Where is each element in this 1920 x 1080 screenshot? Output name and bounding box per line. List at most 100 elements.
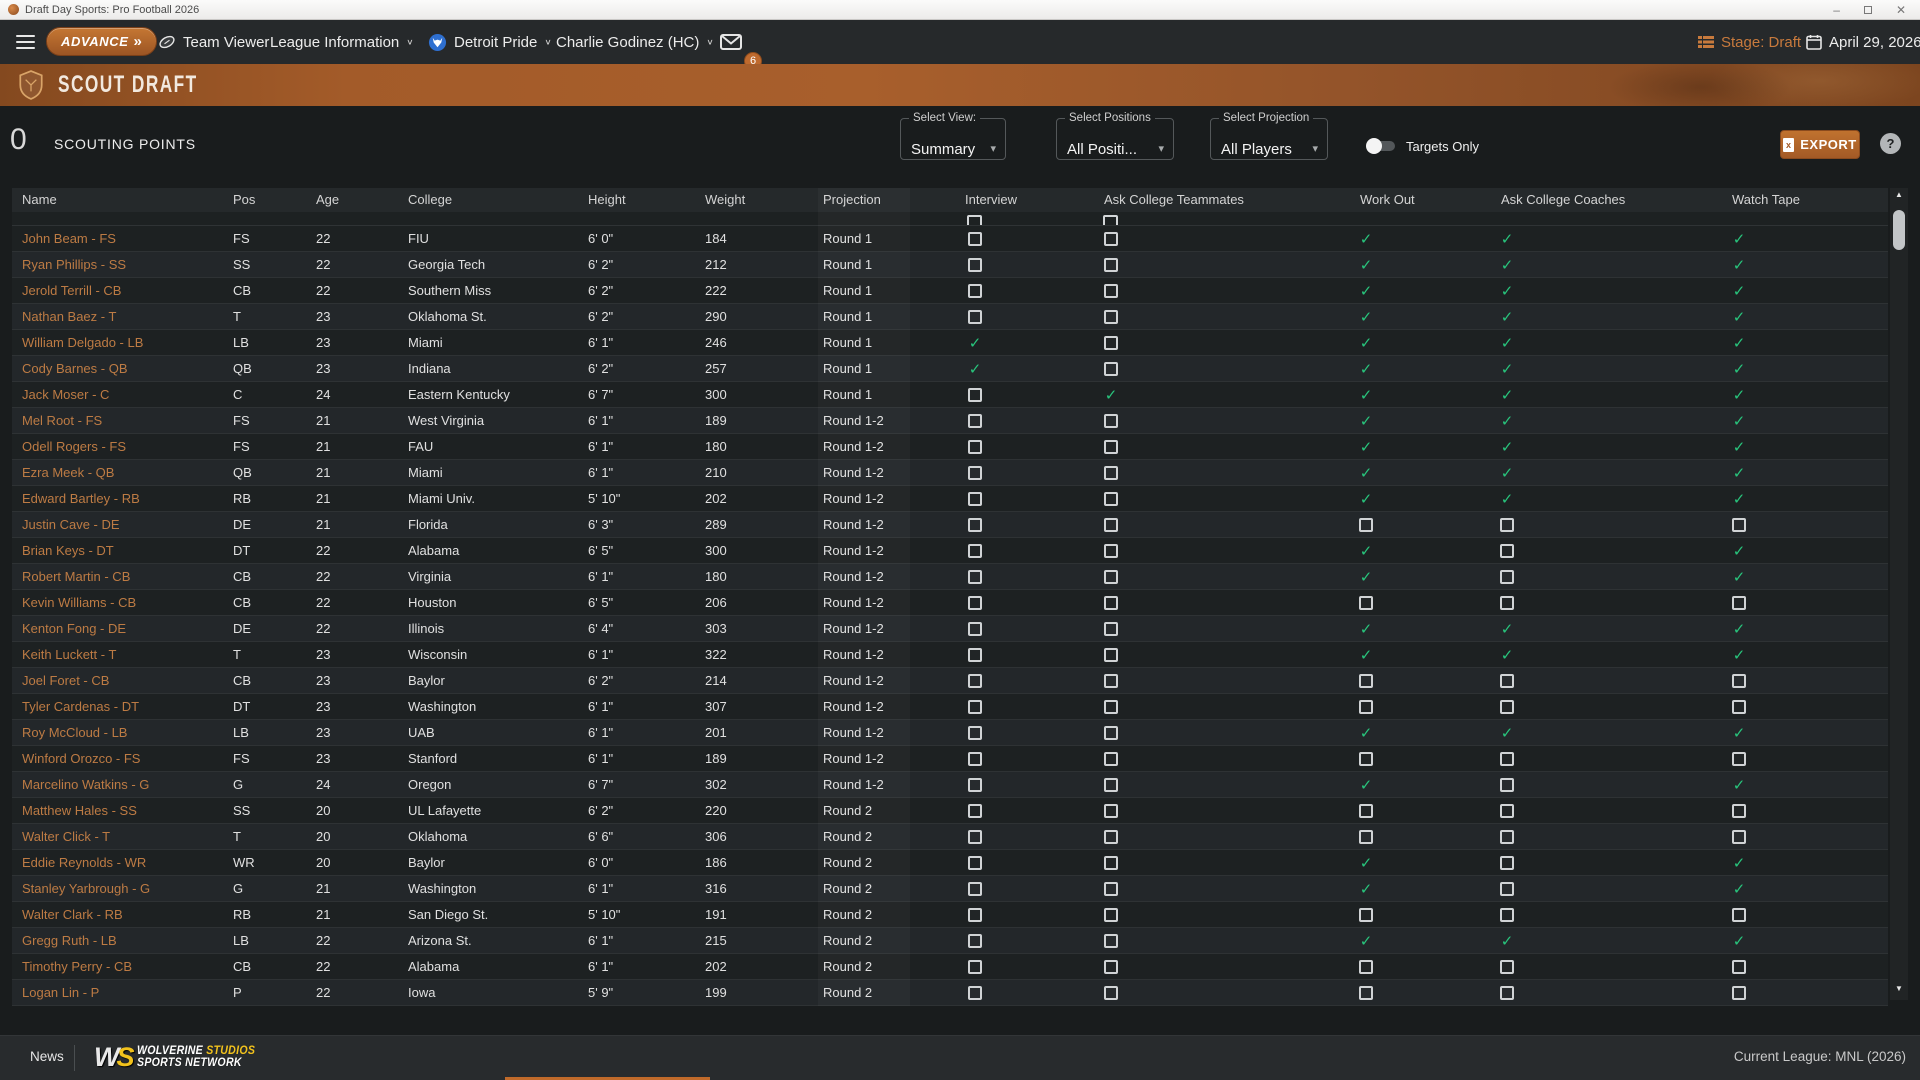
interview-checkbox[interactable] [962, 616, 988, 641]
work-out-checkbox[interactable]: ✓ [1359, 230, 1373, 248]
work-out-checkbox[interactable]: ✓ [1359, 490, 1373, 508]
interview-checkbox[interactable] [962, 408, 988, 433]
interview-checkbox[interactable] [962, 642, 988, 667]
watch-tape-checkbox[interactable]: ✓ [1732, 360, 1746, 378]
ask-college-teammates-checkbox[interactable] [1098, 694, 1124, 719]
work-out-checkbox[interactable]: ✓ [1359, 880, 1373, 898]
mail-button[interactable] [720, 20, 742, 64]
player-name-link[interactable]: Kenton Fong - DE [22, 621, 127, 636]
ask-college-coaches-checkbox[interactable]: ✓ [1500, 360, 1514, 378]
ask-college-coaches-checkbox[interactable]: ✓ [1500, 932, 1514, 950]
work-out-checkbox[interactable] [1353, 746, 1379, 771]
work-out-checkbox[interactable]: ✓ [1359, 854, 1373, 872]
watch-tape-checkbox[interactable]: ✓ [1732, 568, 1746, 586]
watch-tape-checkbox[interactable]: ✓ [1732, 620, 1746, 638]
interview-checkbox[interactable] [962, 746, 988, 771]
col-header-projection[interactable]: Projection [823, 192, 881, 207]
ask-college-coaches-checkbox[interactable]: ✓ [1500, 386, 1514, 404]
ask-college-teammates-checkbox[interactable] [1098, 252, 1124, 277]
watch-tape-checkbox[interactable]: ✓ [1732, 464, 1746, 482]
table-row[interactable]: Joel Foret - CB CB 23 Baylor 6' 2" 214 R… [12, 668, 1888, 694]
player-name-link[interactable]: Nathan Baez - T [22, 309, 117, 324]
work-out-checkbox[interactable]: ✓ [1359, 256, 1373, 274]
ask-college-coaches-checkbox[interactable] [1494, 824, 1520, 849]
player-name-link[interactable]: Kevin Williams - CB [22, 595, 137, 610]
col-header-interview[interactable]: Interview [965, 192, 1018, 207]
table-row[interactable]: Edward Bartley - RB RB 21 Miami Univ. 5'… [12, 486, 1888, 512]
interview-checkbox[interactable] [962, 382, 988, 407]
watch-tape-checkbox[interactable]: ✓ [1732, 854, 1746, 872]
player-name-link[interactable]: Winford Orozco - FS [22, 751, 141, 766]
player-name-link[interactable]: Tyler Cardenas - DT [22, 699, 140, 714]
interview-checkbox[interactable] [962, 902, 988, 927]
col-header-watch-tape[interactable]: Watch Tape [1732, 192, 1800, 207]
table-row[interactable]: Jerold Terrill - CB CB 22 Southern Miss … [12, 278, 1888, 304]
minimize-button[interactable]: – [1833, 2, 1840, 17]
player-name-link[interactable]: Stanley Yarbrough - G [22, 881, 151, 896]
scrollbar-thumb[interactable] [1893, 210, 1905, 250]
col-header-height[interactable]: Height [588, 192, 626, 207]
interview-checkbox[interactable] [962, 798, 988, 823]
table-row[interactable]: Stanley Yarbrough - G G 21 Washington 6'… [12, 876, 1888, 902]
nav-team-select[interactable]: Detroit Pride ∨ [428, 20, 552, 64]
work-out-checkbox[interactable] [1353, 954, 1379, 979]
watch-tape-checkbox[interactable] [1726, 902, 1752, 927]
player-name-link[interactable]: Cody Barnes - QB [22, 361, 128, 376]
watch-tape-checkbox[interactable] [1726, 824, 1752, 849]
player-name-link[interactable]: Brian Keys - DT [22, 543, 114, 558]
player-name-link[interactable]: Matthew Hales - SS [22, 803, 137, 818]
table-row[interactable]: Odell Rogers - FS FS 21 FAU 6' 1" 180 Ro… [12, 434, 1888, 460]
player-name-link[interactable]: Joel Foret - CB [22, 673, 110, 688]
work-out-checkbox[interactable]: ✓ [1359, 568, 1373, 586]
interview-checkbox[interactable] [962, 954, 988, 979]
work-out-checkbox[interactable]: ✓ [1359, 308, 1373, 326]
table-row[interactable]: John Beam - FS FS 22 FIU 6' 0" 184 Round… [12, 226, 1888, 252]
col-header-work-out[interactable]: Work Out [1360, 192, 1415, 207]
ask-college-coaches-checkbox[interactable]: ✓ [1500, 230, 1514, 248]
ask-college-teammates-checkbox[interactable] [1098, 668, 1124, 693]
interview-checkbox[interactable] [962, 668, 988, 693]
table-row[interactable]: Roy McCloud - LB LB 23 UAB 6' 1" 201 Rou… [12, 720, 1888, 746]
watch-tape-checkbox[interactable] [1726, 590, 1752, 615]
watch-tape-checkbox[interactable]: ✓ [1732, 334, 1746, 352]
table-row[interactable]: Kevin Williams - CB CB 22 Houston 6' 5" … [12, 590, 1888, 616]
player-name-link[interactable]: William Delgado - LB [22, 335, 144, 350]
table-row[interactable]: Mel Root - FS FS 21 West Virginia 6' 1" … [12, 408, 1888, 434]
ask-college-teammates-checkbox[interactable] [1098, 798, 1124, 823]
ask-college-teammates-checkbox[interactable] [1098, 226, 1124, 251]
player-name-link[interactable]: Mel Root - FS [22, 413, 103, 428]
work-out-checkbox[interactable] [1353, 798, 1379, 823]
player-name-link[interactable]: Edward Bartley - RB [22, 491, 140, 506]
interview-checkbox[interactable] [962, 720, 988, 745]
ask-college-teammates-checkbox[interactable] [1098, 330, 1124, 355]
ask-college-coaches-checkbox[interactable] [1494, 850, 1520, 875]
interview-checkbox[interactable] [962, 590, 988, 615]
watch-tape-checkbox[interactable] [1726, 980, 1752, 1005]
interview-checkbox[interactable]: ✓ [968, 334, 982, 352]
select-positions-dropdown[interactable]: Select Positions All Positi... ▾ [1056, 112, 1174, 160]
work-out-checkbox[interactable]: ✓ [1359, 776, 1373, 794]
advance-button[interactable]: ADVANCE » [46, 27, 158, 56]
table-row[interactable]: Ryan Phillips - SS SS 22 Georgia Tech 6'… [12, 252, 1888, 278]
watch-tape-checkbox[interactable]: ✓ [1732, 724, 1746, 742]
interview-checkbox[interactable] [962, 928, 988, 953]
ask-college-teammates-checkbox[interactable] [1098, 590, 1124, 615]
ask-college-coaches-checkbox[interactable] [1494, 954, 1520, 979]
menu-icon[interactable] [16, 35, 35, 49]
watch-tape-checkbox[interactable]: ✓ [1732, 542, 1746, 560]
watch-tape-checkbox[interactable]: ✓ [1732, 646, 1746, 664]
table-row[interactable]: Justin Cave - DE DE 21 Florida 6' 3" 289… [12, 512, 1888, 538]
watch-tape-checkbox[interactable] [1726, 694, 1752, 719]
col-header-ask-college-coaches[interactable]: Ask College Coaches [1501, 192, 1626, 207]
scroll-up-icon[interactable]: ▲ [1895, 190, 1903, 199]
interview-checkbox[interactable]: ✓ [968, 360, 982, 378]
table-row[interactable]: Ezra Meek - QB QB 21 Miami 6' 1" 210 Rou… [12, 460, 1888, 486]
ask-college-teammates-checkbox[interactable]: ✓ [1104, 386, 1118, 404]
interview-checkbox[interactable] [962, 226, 988, 251]
nav-team-viewer[interactable]: Team Viewer [158, 20, 269, 64]
player-name-link[interactable]: Timothy Perry - CB [22, 959, 133, 974]
table-row[interactable]: Timothy Perry - CB CB 22 Alabama 6' 1" 2… [12, 954, 1888, 980]
interview-checkbox[interactable] [962, 512, 988, 537]
ask-college-teammates-checkbox[interactable] [1098, 720, 1124, 745]
watch-tape-checkbox[interactable]: ✓ [1732, 880, 1746, 898]
